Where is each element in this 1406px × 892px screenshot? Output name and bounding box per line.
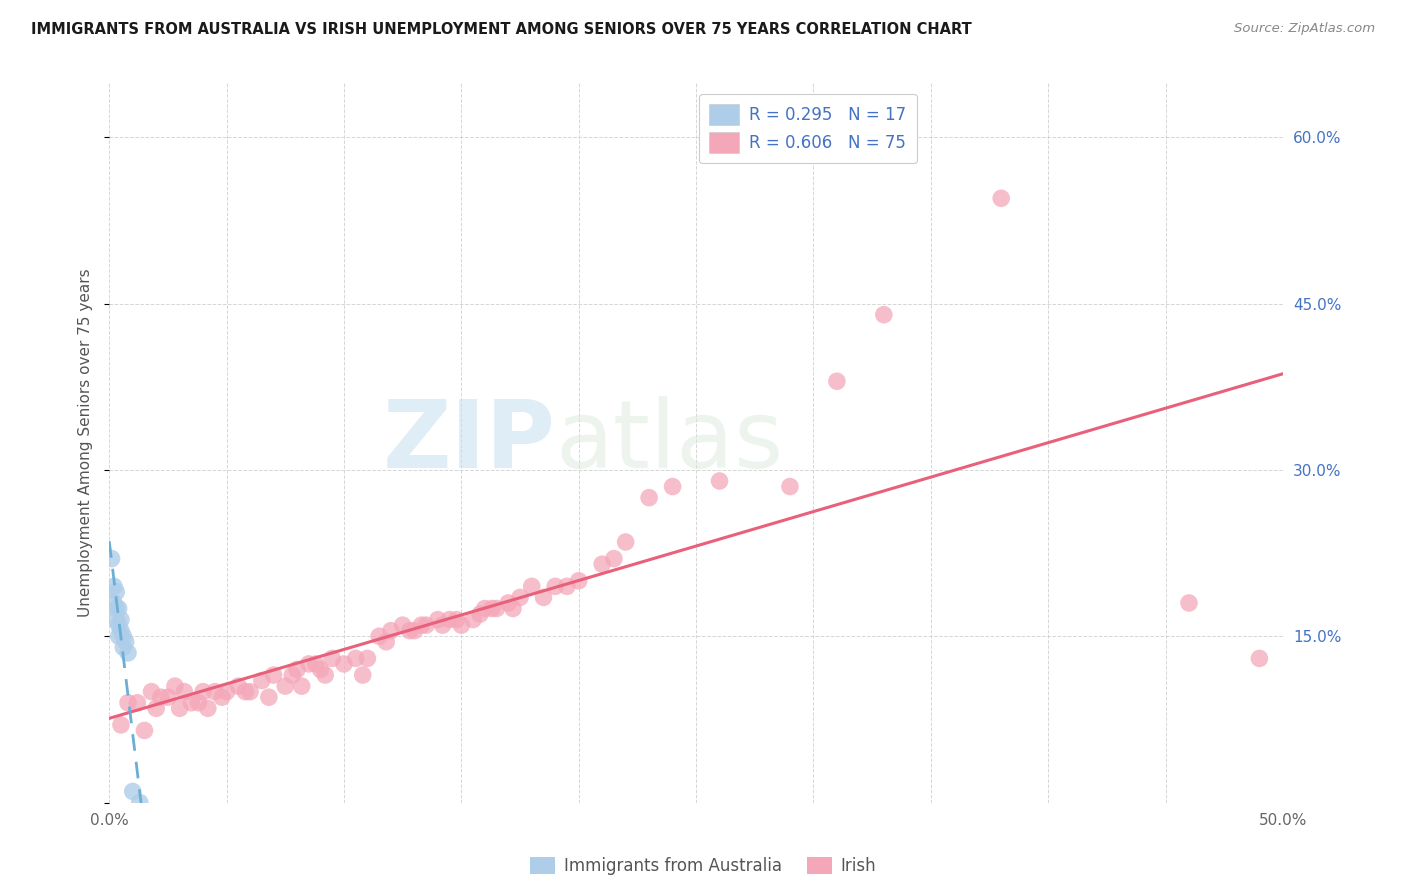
- Point: [439, 613, 461, 627]
- Point: [520, 579, 543, 593]
- Point: [285, 663, 308, 677]
- Point: [204, 684, 226, 698]
- Point: [990, 191, 1012, 205]
- Point: [333, 657, 356, 671]
- Point: [110, 613, 132, 627]
- Point: [305, 657, 328, 671]
- Point: [180, 696, 202, 710]
- Point: [498, 596, 520, 610]
- Point: [509, 591, 531, 605]
- Point: [555, 579, 578, 593]
- Point: [380, 624, 402, 638]
- Point: [117, 696, 139, 710]
- Point: [112, 629, 135, 643]
- Point: [134, 723, 156, 738]
- Point: [321, 651, 343, 665]
- Point: [274, 679, 297, 693]
- Point: [173, 684, 195, 698]
- Point: [191, 684, 214, 698]
- Text: Source: ZipAtlas.com: Source: ZipAtlas.com: [1234, 22, 1375, 36]
- Point: [661, 479, 683, 493]
- Point: [344, 651, 367, 665]
- Point: [461, 613, 484, 627]
- Point: [103, 596, 125, 610]
- Point: [352, 668, 374, 682]
- Point: [163, 679, 186, 693]
- Point: [1249, 651, 1271, 665]
- Point: [404, 624, 426, 638]
- Point: [1178, 596, 1201, 610]
- Point: [450, 618, 472, 632]
- Point: [149, 690, 172, 705]
- Point: [309, 663, 332, 677]
- Point: [298, 657, 321, 671]
- Point: [281, 668, 304, 682]
- Point: [250, 673, 273, 688]
- Point: [375, 634, 398, 648]
- Point: [502, 601, 524, 615]
- Point: [235, 684, 257, 698]
- Point: [485, 601, 508, 615]
- Point: [107, 629, 129, 643]
- Point: [128, 796, 150, 810]
- Point: [215, 684, 238, 698]
- Point: [103, 579, 125, 593]
- Point: [257, 690, 280, 705]
- Text: IMMIGRANTS FROM AUSTRALIA VS IRISH UNEMPLOYMENT AMONG SENIORS OVER 75 YEARS CORR: IMMIGRANTS FROM AUSTRALIA VS IRISH UNEMP…: [31, 22, 972, 37]
- Point: [468, 607, 491, 621]
- Point: [145, 701, 167, 715]
- Point: [356, 651, 378, 665]
- Point: [114, 634, 136, 648]
- Legend: R = 0.295   N = 17, R = 0.606   N = 75: R = 0.295 N = 17, R = 0.606 N = 75: [699, 94, 917, 163]
- Point: [614, 535, 637, 549]
- Point: [156, 690, 179, 705]
- Point: [112, 640, 135, 655]
- Point: [314, 668, 336, 682]
- Point: [873, 308, 896, 322]
- Point: [107, 601, 129, 615]
- Point: [121, 784, 143, 798]
- Point: [239, 684, 262, 698]
- Point: [426, 613, 449, 627]
- Text: atlas: atlas: [555, 396, 783, 488]
- Point: [411, 618, 433, 632]
- Point: [533, 591, 555, 605]
- Point: [169, 701, 191, 715]
- Point: [825, 374, 848, 388]
- Point: [391, 618, 413, 632]
- Point: [474, 601, 496, 615]
- Point: [228, 679, 250, 693]
- Point: [105, 613, 128, 627]
- Point: [117, 646, 139, 660]
- Point: [100, 551, 122, 566]
- Point: [211, 690, 233, 705]
- Point: [603, 551, 626, 566]
- Point: [110, 624, 132, 638]
- Point: [709, 474, 731, 488]
- Point: [187, 696, 209, 710]
- Point: [398, 624, 420, 638]
- Point: [432, 618, 454, 632]
- Point: [415, 618, 437, 632]
- Legend: Immigrants from Australia, Irish: Immigrants from Australia, Irish: [523, 850, 883, 882]
- Point: [481, 601, 503, 615]
- Point: [263, 668, 285, 682]
- Point: [110, 718, 132, 732]
- Point: [107, 618, 129, 632]
- Point: [127, 696, 149, 710]
- Point: [544, 579, 567, 593]
- Point: [591, 557, 613, 571]
- Point: [291, 679, 314, 693]
- Point: [568, 574, 591, 588]
- Point: [105, 601, 128, 615]
- Point: [638, 491, 661, 505]
- Point: [197, 701, 219, 715]
- Point: [368, 629, 391, 643]
- Point: [105, 585, 128, 599]
- Y-axis label: Unemployment Among Seniors over 75 years: Unemployment Among Seniors over 75 years: [79, 268, 93, 616]
- Point: [779, 479, 801, 493]
- Point: [141, 684, 163, 698]
- Text: ZIP: ZIP: [382, 396, 555, 488]
- Point: [446, 613, 468, 627]
